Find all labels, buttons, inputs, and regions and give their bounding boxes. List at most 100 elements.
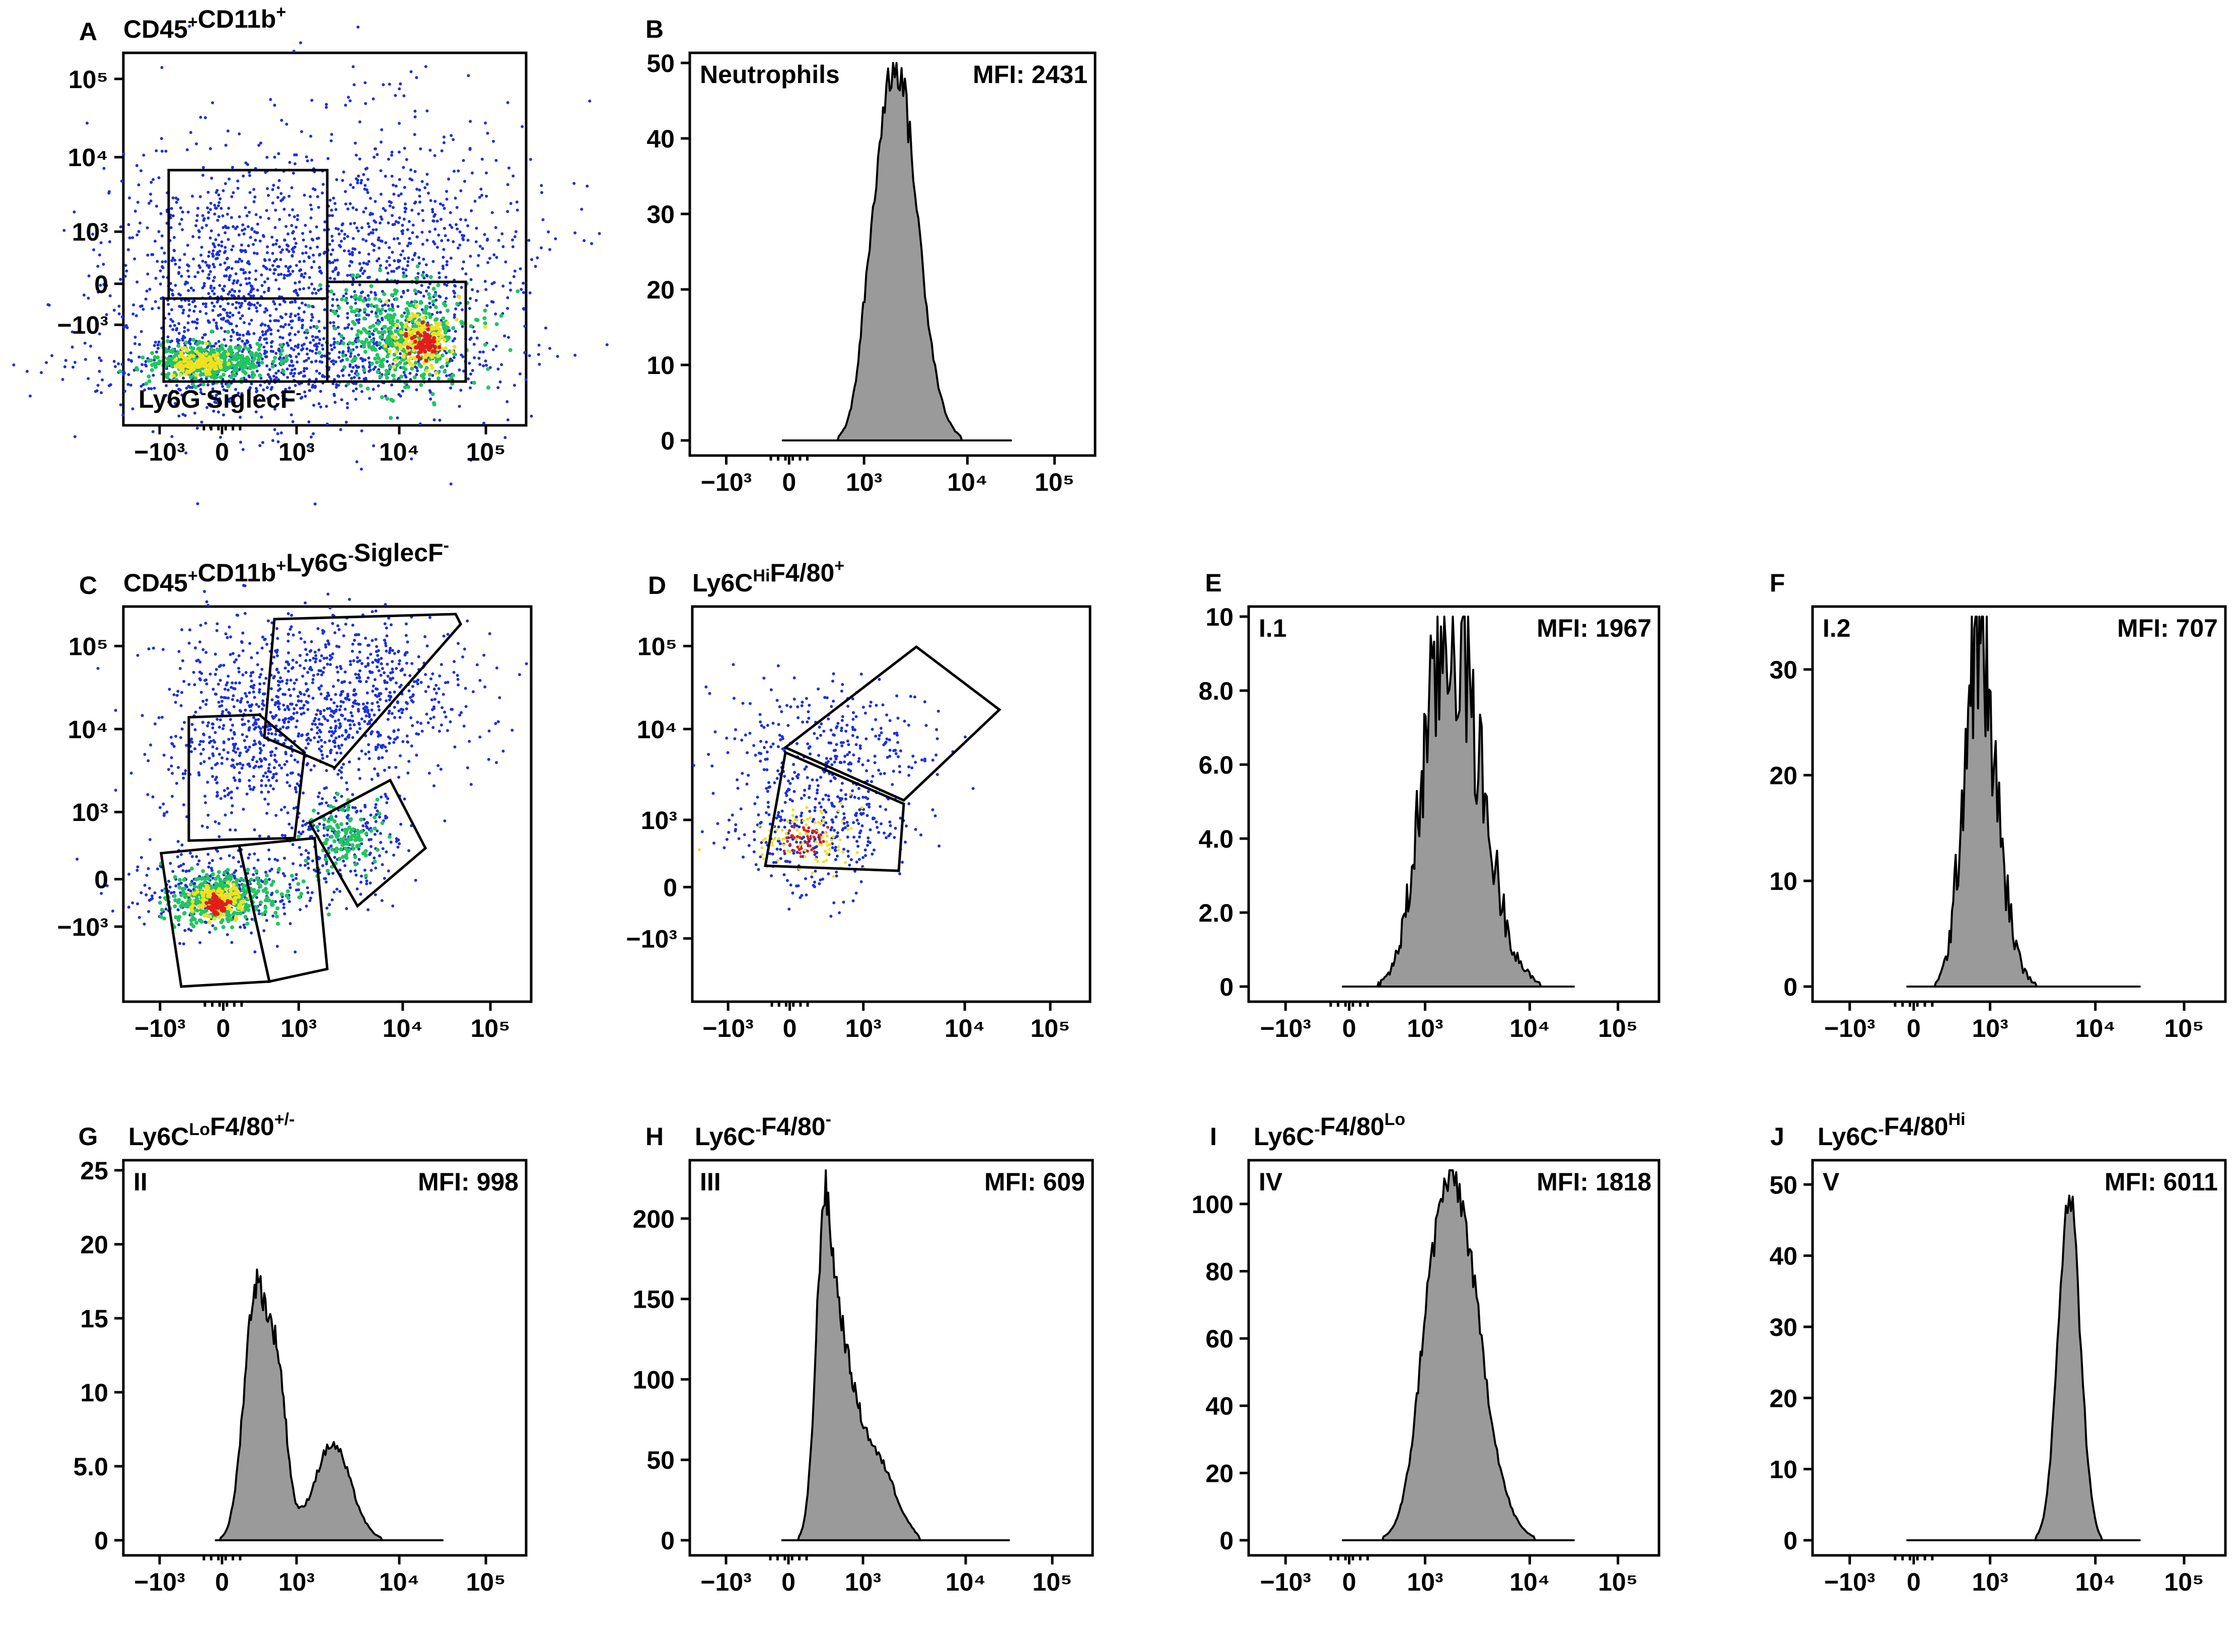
- event-dot: [242, 807, 245, 811]
- event-dot: [243, 342, 247, 345]
- event-dot: [198, 743, 201, 746]
- event-dot: [127, 223, 130, 227]
- event-dot: [211, 309, 214, 312]
- event-dot: [201, 214, 204, 217]
- event-dot: [391, 677, 395, 680]
- event-dot: [371, 324, 376, 328]
- event-dot: [423, 344, 427, 348]
- event-dot: [309, 216, 313, 219]
- event-dot: [390, 154, 393, 157]
- event-dot: [197, 357, 202, 361]
- event-dot: [182, 942, 185, 946]
- event-dot: [520, 288, 523, 291]
- event-dot: [61, 378, 64, 381]
- event-dot: [98, 332, 101, 336]
- event-dot: [202, 282, 206, 285]
- event-dot: [249, 351, 253, 355]
- event-dot: [252, 766, 256, 770]
- event-dot: [347, 735, 350, 739]
- event-dot: [402, 166, 405, 169]
- event-dot: [501, 245, 505, 248]
- event-dot: [297, 831, 301, 834]
- event-dot: [351, 705, 354, 708]
- event-dot: [335, 644, 338, 648]
- event-dot: [341, 353, 345, 358]
- event-dot: [317, 648, 321, 652]
- event-dot: [258, 398, 261, 402]
- event-dot: [151, 894, 154, 897]
- event-dot: [432, 705, 436, 709]
- event-dot: [292, 717, 295, 720]
- event-dot: [273, 302, 276, 306]
- event-dot: [340, 795, 343, 798]
- event-dot: [128, 236, 131, 240]
- event-dot: [429, 717, 432, 720]
- event-dot: [222, 372, 226, 377]
- event-dot: [345, 697, 348, 701]
- event-dot: [377, 297, 382, 302]
- event-dot: [311, 859, 314, 863]
- event-dot: [440, 334, 444, 338]
- event-dot: [70, 330, 74, 334]
- event-dot: [351, 283, 354, 286]
- event-dot: [453, 284, 456, 287]
- event-dot: [285, 248, 288, 251]
- event-dot: [249, 294, 253, 298]
- event-dot: [434, 228, 437, 231]
- event-dot: [332, 321, 335, 324]
- event-dot: [331, 214, 334, 217]
- event-dot: [256, 222, 259, 226]
- event-dot: [463, 180, 466, 183]
- event-dot: [198, 670, 201, 674]
- event-dot: [406, 244, 409, 248]
- event-dot: [385, 634, 389, 638]
- event-dot: [148, 898, 151, 902]
- event-dot: [238, 754, 241, 758]
- event-dot: [105, 313, 108, 316]
- event-dot: [204, 312, 208, 315]
- event-dot: [413, 252, 417, 255]
- event-dot: [380, 662, 383, 665]
- event-dot: [540, 184, 543, 187]
- event-dot: [331, 270, 335, 273]
- event-dot: [454, 307, 458, 311]
- event-dot: [172, 890, 176, 894]
- event-dot: [297, 734, 300, 738]
- event-dot: [201, 648, 205, 651]
- event-dot: [442, 256, 445, 259]
- event-dot: [202, 217, 206, 220]
- event-dot: [375, 353, 380, 357]
- event-dot: [227, 383, 231, 387]
- event-dot: [213, 820, 217, 823]
- event-dot: [270, 386, 274, 389]
- event-dot: [426, 292, 431, 296]
- event-dot: [179, 736, 182, 739]
- event-dot: [225, 320, 228, 323]
- event-dot: [457, 169, 460, 173]
- plot-frame: [688, 51, 1097, 457]
- event-dot: [357, 680, 361, 683]
- event-dot: [291, 270, 295, 273]
- event-dot: [385, 699, 388, 703]
- event-dot: [216, 401, 220, 405]
- event-dot: [73, 210, 76, 214]
- event-dot: [255, 703, 258, 706]
- event-dot: [359, 357, 363, 360]
- event-dot: [160, 889, 164, 892]
- event-dot: [377, 669, 381, 672]
- event-dot: [421, 209, 424, 212]
- event-dot: [444, 346, 448, 350]
- event-dot: [302, 374, 305, 378]
- event-dot: [417, 212, 420, 215]
- event-dot: [191, 235, 195, 238]
- event-dot: [436, 246, 439, 249]
- event-dot: [96, 384, 100, 387]
- event-dot: [485, 194, 488, 198]
- event-dot: [157, 346, 160, 350]
- event-dot: [230, 335, 233, 338]
- event-dot: [131, 901, 134, 905]
- event-dot: [226, 636, 229, 639]
- event-dot: [291, 248, 294, 251]
